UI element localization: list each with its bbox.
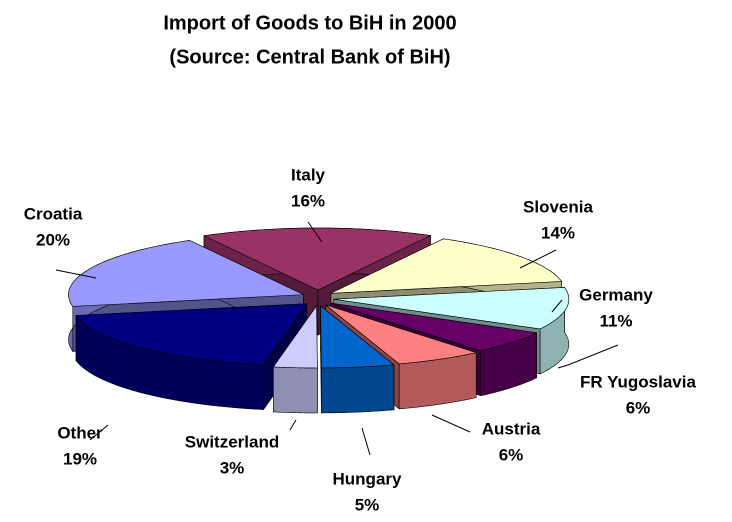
value-label: 3% — [220, 458, 245, 477]
slice-label: Slovenia — [523, 197, 593, 216]
pie — [68, 227, 570, 414]
slice — [330, 302, 538, 352]
slice-label: Switzerland — [185, 432, 279, 451]
value-label: 5% — [355, 495, 380, 514]
slice — [272, 305, 318, 369]
leader-line — [55, 269, 97, 279]
value-label: 19% — [63, 449, 97, 468]
slice-side — [321, 364, 395, 414]
value-label: 14% — [541, 223, 575, 242]
slice-label: Italy — [291, 165, 326, 184]
leader-line — [289, 419, 297, 431]
leader-line — [361, 427, 371, 456]
leader-line — [519, 249, 557, 269]
slice-label: Croatia — [24, 204, 83, 223]
leader-line — [89, 424, 109, 441]
slice — [330, 238, 563, 294]
slice-label: FR Yugoslavia — [580, 372, 696, 391]
slice — [75, 303, 308, 365]
slice-label: Hungary — [333, 469, 403, 488]
value-label: 20% — [36, 230, 70, 249]
slice — [202, 227, 432, 291]
slice-label: Other — [57, 423, 103, 442]
slice — [325, 304, 478, 365]
value-label: 16% — [291, 191, 325, 210]
slice — [320, 305, 395, 369]
leader-line — [431, 414, 471, 433]
slice — [333, 287, 570, 330]
slice-label: Austria — [482, 419, 541, 438]
chart-title: Import of Goods to BiH in 2000 — [163, 12, 456, 34]
chart-subtitle: (Source: Central Bank of BiH) — [169, 46, 450, 68]
slice-label: Germany — [579, 285, 653, 304]
slice-group — [75, 302, 308, 411]
value-label: 6% — [499, 445, 524, 464]
leader-line — [307, 221, 323, 243]
slice-group — [320, 305, 395, 414]
slice-group — [272, 305, 318, 414]
leader-line — [551, 299, 563, 313]
slice — [68, 240, 304, 307]
slice-side — [273, 366, 318, 414]
labels: Italy 16% Slovenia 14% Germany 11% FR Yugoslav… — [24, 165, 697, 514]
value-label: 6% — [626, 398, 651, 417]
leader-line — [557, 344, 619, 369]
value-label: 11% — [599, 311, 632, 330]
